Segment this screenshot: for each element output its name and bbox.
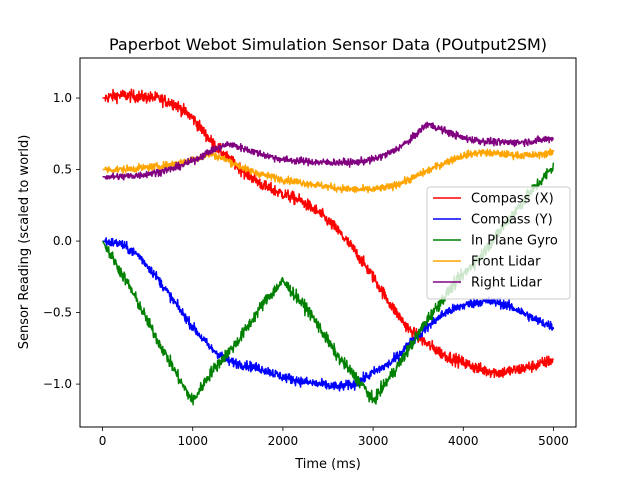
series-line-0 [102, 88, 554, 379]
x-tick-label: 5000 [538, 434, 569, 448]
legend-label: Compass (X) [471, 192, 554, 207]
legend-items: Compass (X) Compass (Y) In Plane Gyro Front… [433, 192, 558, 291]
legend-label: Right Lidar [471, 276, 542, 291]
legend-box [426, 186, 571, 300]
series-line-1 [102, 237, 555, 392]
x-tick-label: 3000 [358, 434, 389, 448]
y-tick-label: −1.0 [43, 377, 72, 391]
x-tick-label: 4000 [448, 434, 479, 448]
legend-label: Compass (Y) [471, 213, 553, 228]
y-tick-label: 0.5 [53, 163, 72, 177]
y-tick-label: 1.0 [53, 91, 72, 105]
y-axis-label: Sensor Reading (scaled to world) [17, 135, 32, 350]
x-tick-label: 1000 [177, 434, 208, 448]
legend: Compass (X) Compass (Y) In Plane Gyro Front… [426, 186, 571, 300]
x-tick-label: 0 [99, 434, 107, 448]
y-tick-label: 0.0 [53, 234, 72, 248]
x-axis: 0 1000 2000 3000 4000 5000 [99, 427, 569, 448]
y-axis: −1.0 −0.5 0.0 0.5 1.0 [43, 91, 80, 391]
x-tick-label: 2000 [268, 434, 299, 448]
legend-label: Front Lidar [471, 255, 541, 270]
plot-frame [79, 57, 577, 428]
series-line-4 [102, 121, 554, 181]
legend-label: In Plane Gyro [471, 234, 558, 249]
x-axis-label: Time (ms) [294, 457, 361, 472]
y-tick-label: −0.5 [43, 306, 72, 320]
chart-title: Paperbot Webot Simulation Sensor Data (P… [109, 35, 547, 54]
